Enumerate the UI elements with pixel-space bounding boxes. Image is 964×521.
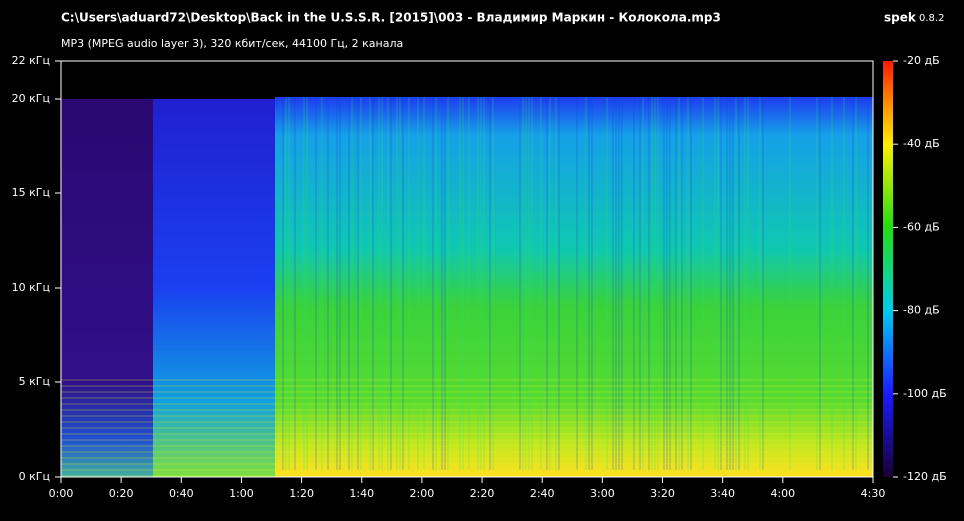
level-colorbar: [883, 61, 893, 477]
time-label: 0:00: [49, 487, 74, 500]
time-label: 0:20: [109, 487, 134, 500]
level-label: -80 дБ: [903, 304, 940, 317]
level-label: -60 дБ: [903, 220, 940, 233]
time-label: 3:40: [710, 487, 735, 500]
spectrogram: [61, 61, 873, 477]
spectrum-intro: [61, 99, 153, 477]
time-label: 4:30: [861, 487, 886, 500]
app-name: spek: [884, 11, 917, 25]
time-label: 3:00: [590, 487, 615, 500]
app-version: 0.8.2: [919, 13, 944, 24]
time-label: 2:40: [530, 487, 555, 500]
level-label: -20 дБ: [903, 54, 940, 67]
frequency-label: 0 кГц: [19, 470, 50, 483]
frequency-label: 20 кГц: [12, 92, 50, 105]
spectrum-middle: [153, 99, 275, 477]
plot-frame: [60, 60, 874, 478]
spectrum-main: [275, 97, 873, 477]
frequency-label: 22 кГц: [12, 54, 50, 67]
level-label: -40 дБ: [903, 137, 940, 150]
file-info: MP3 (MPEG audio layer 3), 320 кбит/сек, …: [61, 37, 403, 50]
time-label: 3:20: [650, 487, 675, 500]
spectrum-stripes: [61, 97, 873, 477]
frequency-label: 15 кГц: [12, 186, 50, 199]
level-label: -100 дБ: [903, 387, 947, 400]
time-label: 2:20: [470, 487, 495, 500]
time-label: 4:00: [770, 487, 795, 500]
time-label: 2:00: [410, 487, 435, 500]
file-title: C:\Users\aduard72\Desktop\Back in the U.…: [61, 11, 721, 25]
time-label: 1:00: [229, 487, 254, 500]
level-label: -120 дБ: [903, 470, 947, 483]
time-label: 1:40: [349, 487, 374, 500]
time-label: 1:20: [289, 487, 314, 500]
frequency-label: 10 кГц: [12, 281, 50, 294]
axes: 22 кГц 20 кГц 15 кГц 10 кГц 5 кГц 0 кГц 0:00 0:…: [12, 54, 947, 500]
time-label: 0:40: [169, 487, 194, 500]
frequency-label: 5 кГц: [19, 375, 50, 388]
